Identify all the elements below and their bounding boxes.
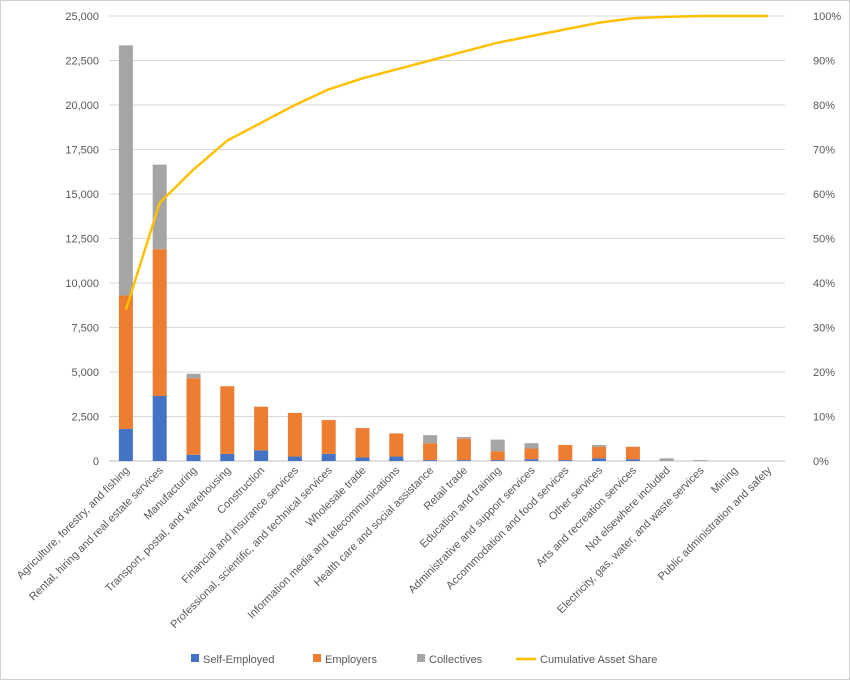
- right-tick-label: 90%: [813, 56, 835, 68]
- bar-employers: [423, 443, 437, 460]
- bar-self-employed: [119, 429, 133, 461]
- bar-self-employed: [322, 454, 336, 461]
- legend-label: Employers: [325, 654, 377, 666]
- right-tick-label: 60%: [813, 189, 835, 201]
- category-label: Administrative and support services: [406, 464, 538, 596]
- left-tick-label: 12,500: [65, 234, 99, 246]
- bar-self-employed: [457, 460, 471, 461]
- legend-label: Collectives: [429, 654, 483, 666]
- bar-self-employed: [153, 396, 167, 461]
- bar-self-employed: [525, 459, 539, 461]
- bar-collectives: [119, 45, 133, 295]
- left-tick-label: 5,000: [71, 367, 99, 379]
- gridlines: [109, 16, 785, 461]
- legend-label: Cumulative Asset Share: [540, 654, 657, 666]
- bar-self-employed: [254, 450, 268, 461]
- bar-collectives: [694, 460, 708, 461]
- category-label: Rental, hiring and real estate services: [27, 464, 166, 603]
- bar-self-employed: [356, 457, 370, 461]
- category-label: Transport, postal, and warehousing: [103, 465, 233, 595]
- bar-collectives: [423, 435, 437, 443]
- bar-collectives: [491, 440, 505, 452]
- left-tick-label: 22,500: [65, 56, 99, 68]
- bar-employers: [525, 449, 539, 460]
- bar-employers: [626, 447, 640, 459]
- bar-collectives: [187, 374, 201, 378]
- bar-employers: [457, 439, 471, 460]
- bar-employers: [356, 428, 370, 457]
- right-tick-label: 10%: [813, 412, 835, 424]
- right-tick-label: 30%: [813, 323, 835, 335]
- right-tick-label: 0%: [813, 456, 829, 468]
- category-label: Accommodation and food services: [444, 464, 572, 592]
- bar-self-employed: [389, 457, 403, 461]
- left-tick-label: 0: [93, 456, 99, 468]
- bar-self-employed: [626, 459, 640, 461]
- bar-self-employed: [423, 460, 437, 461]
- category-axis: Agriculture, forestry, and fishingRental…: [15, 464, 775, 631]
- bar-employers: [254, 407, 268, 451]
- right-tick-label: 20%: [813, 367, 835, 379]
- legend: Self-Employed Employers Collectives Cumulat…: [191, 654, 657, 666]
- cumulative-line: [126, 16, 768, 310]
- left-tick-label: 2,500: [71, 412, 99, 424]
- right-axis: 0% 10% 20% 30% 40% 50% 60% 70% 80% 90% 100%: [813, 11, 841, 468]
- right-tick-label: 50%: [813, 234, 835, 246]
- bar-employers: [153, 249, 167, 396]
- left-axis: 0 2,500 5,000 7,500 10,000 12,500 15,000 17,500…: [65, 11, 99, 468]
- bar-self-employed: [592, 458, 606, 461]
- bar-employers: [187, 378, 201, 455]
- legend-swatch: [313, 654, 321, 662]
- left-tick-label: 7,500: [71, 323, 99, 335]
- bar-employers: [220, 386, 234, 454]
- left-tick-label: 10,000: [65, 278, 99, 290]
- bar-employers: [558, 445, 572, 460]
- category-label: Mining: [709, 465, 740, 496]
- stacked-bars: [119, 45, 708, 461]
- legend-swatch: [191, 654, 199, 662]
- bar-collectives: [457, 437, 471, 439]
- bar-employers: [119, 295, 133, 429]
- legend-swatch: [417, 654, 425, 662]
- bar-employers: [592, 447, 606, 459]
- left-tick-label: 20,000: [65, 100, 99, 112]
- bar-collectives: [660, 458, 674, 461]
- bar-employers: [491, 451, 505, 460]
- bar-collectives: [592, 445, 606, 447]
- bar-employers: [389, 433, 403, 456]
- bar-self-employed: [187, 455, 201, 461]
- bar-employers: [288, 413, 302, 457]
- right-tick-label: 40%: [813, 278, 835, 290]
- left-tick-label: 15,000: [65, 189, 99, 201]
- bar-collectives: [525, 443, 539, 448]
- legend-label: Self-Employed: [203, 654, 275, 666]
- right-tick-label: 100%: [813, 11, 841, 23]
- bar-self-employed: [491, 460, 505, 461]
- bar-employers: [322, 420, 336, 454]
- left-tick-label: 25,000: [65, 11, 99, 23]
- left-tick-label: 17,500: [65, 145, 99, 157]
- bar-self-employed: [220, 454, 234, 461]
- right-tick-label: 70%: [813, 145, 835, 157]
- right-tick-label: 80%: [813, 100, 835, 112]
- bar-self-employed: [288, 457, 302, 461]
- category-label: Wholesale trade: [304, 465, 369, 530]
- bar-self-employed: [558, 460, 572, 461]
